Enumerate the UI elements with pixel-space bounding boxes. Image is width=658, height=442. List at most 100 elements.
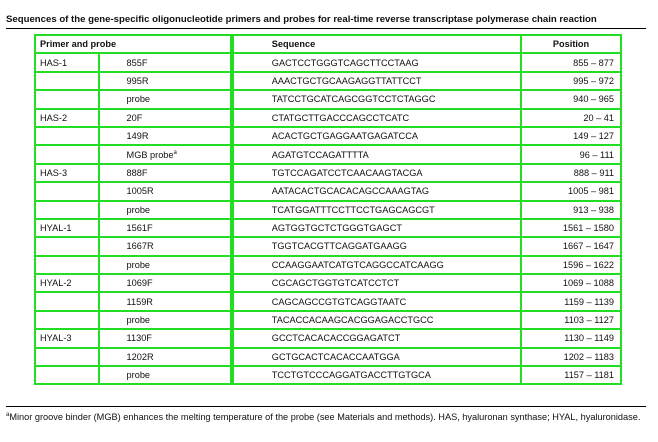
sequence-cell: CCAAGGAATCATGTCAGGCCATCAAGG [231,254,523,276]
sequence-cell: GACTCCTGGGTCAGCTTCCTAAG [231,52,523,73]
sequence-cell: TATCCTGCATCAGCGGTCCTCTAGGC [231,89,523,110]
primer-cell: 1202R [97,346,232,368]
primer-cell: 1130F [97,328,232,349]
column-gap [229,347,234,367]
column-gap [229,292,234,311]
table-row: 1667R TGGTCACGTTCAGGATGAAGG 1667 – 1647 [34,236,622,257]
gene-cell [34,365,100,386]
column-gap [229,145,234,164]
primer-cell: probe [97,309,232,331]
sequence-cell: AGTGGTGCTCTGGGTGAGCT [231,217,523,239]
header-position: Position [520,33,622,55]
table-row: 149R ACACTGCTGAGGAATGAGATCCA 149 – 127 [34,125,622,147]
position-cell: 1159 – 1139 [520,291,622,312]
gene-cell [34,70,100,92]
footnote-mark: a [6,412,10,418]
primer-cell: 855F [97,52,232,73]
sequence-cell: GCCTCACACACCGGAGATCT [231,328,523,349]
table-row: 1159R CAGCAGCCGTGTCAGGTAATC 1159 – 1139 [34,291,622,312]
gene-cell [34,291,100,312]
column-gap [229,163,234,183]
primer-label: probe [126,204,151,215]
table-row: 1202R GCTGCACTCACACCAATGGA 1202 – 1183 [34,346,622,368]
column-gap [229,255,234,275]
primer-label: probe [126,370,151,381]
column-gap [229,53,234,72]
footnote-text: Minor groove binder (MGB) enhances the m… [9,412,641,423]
gene-cell: HAS-3 [34,162,100,184]
table-row: HYAL-2 1069F CGCAGCTGGTGTCATCCTCT 1069 – 10… [34,273,622,294]
sequence-cell: TCATGGATTTCCTTCCTGAGCAGCGT [231,199,523,220]
column-gap [229,35,234,54]
position-cell: 1005 – 981 [520,181,622,202]
table-row: probe CCAAGGAATCATGTCAGGCCATCAAGG 1596 – 1… [34,254,622,276]
sequence-cell: CAGCAGCCGTGTCAGGTAATC [231,291,523,312]
gene-cell [34,125,100,147]
sequence-cell: ACACTGCTGAGGAATGAGATCCA [231,125,523,147]
position-cell: 1202 – 1183 [520,346,622,368]
primer-label: 20F [126,112,143,123]
table-row: HAS-1 855F GACTCCTGGGTCAGCTTCCTAAG 855 – 87… [34,52,622,73]
primer-cell: probe [97,89,232,110]
table-row: 995R AAACTGCTGCAAGAGGTTATTCCT 995 – 972 [34,70,622,92]
primer-label: 1561F [126,223,153,234]
sequence-cell: AAACTGCTGCAAGAGGTTATTCCT [231,70,523,92]
table-caption: Sequences of the gene-specific oligonucl… [6,14,597,25]
position-cell: 1561 – 1580 [520,217,622,239]
header-sequence: Sequence [231,33,523,55]
primer-cell: probe [97,199,232,220]
column-gap [229,90,234,109]
position-cell: 1103 – 1127 [520,309,622,331]
table-row: HYAL-1 1561F AGTGGTGCTCTGGGTGAGCT 1561 – 15… [34,217,622,239]
primer-cell: 888F [97,162,232,184]
primer-cell: probe [97,365,232,386]
gene-cell [34,144,100,165]
position-cell: 1596 – 1622 [520,254,622,276]
column-gap [229,366,234,385]
table-header-row: Primer and probe Sequence Position [34,33,622,55]
primer-cell: 1561F [97,217,232,239]
sequence-cell: CGCAGCTGGTGTCATCCTCT [231,273,523,294]
primer-label: 855F [126,57,148,68]
table-top-rule [6,28,646,29]
primer-cell: MGB probea [97,144,232,165]
sequence-cell: AGATGTCCAGATTTTA [231,144,523,165]
table-row: probe TCATGGATTTCCTTCCTGAGCAGCGT 913 – 938 [34,199,622,220]
position-cell: 1069 – 1088 [520,273,622,294]
table-row: probe TACACCACAAGCACGGAGACCTGCC 1103 – 112… [34,309,622,331]
header-primer-and-probe: Primer and probe [34,33,232,55]
column-gap [229,200,234,219]
column-gap [229,71,234,91]
primer-cell: 995R [97,70,232,92]
table-row: probe TATCCTGCATCAGCGGTCCTCTAGGC 940 – 965 [34,89,622,110]
column-gap [229,108,234,127]
position-cell: 855 – 877 [520,52,622,73]
position-cell: 940 – 965 [520,89,622,110]
sequence-cell: AATACACTGCACACAGCCAAAGTAG [231,181,523,202]
primer-label: 149R [126,131,149,142]
sequence-cell: CTATGCTTGACCCAGCCTCATC [231,107,523,128]
position-cell: 96 – 111 [520,144,622,165]
column-gap [229,126,234,146]
column-gap [229,329,234,348]
gene-cell [34,309,100,331]
primer-label: probe [126,315,151,326]
primer-cell: 1667R [97,236,232,257]
gene-cell: HYAL-1 [34,217,100,239]
gene-cell: HYAL-2 [34,273,100,294]
table-row: HAS-2 20F CTATGCTTGACCCAGCCTCATC 20 – 41 [34,107,622,128]
position-cell: 888 – 911 [520,162,622,184]
table-row: HYAL-3 1130F GCCTCACACACCGGAGATCT 1130 – 11… [34,328,622,349]
gene-cell [34,199,100,220]
table-row: MGB probea AGATGTCCAGATTTTA 96 – 111 [34,144,622,165]
table-body: HAS-1 855F GACTCCTGGGTCAGCTTCCTAAG 855 – 87… [34,52,622,386]
primer-label: MGB probe [126,149,174,160]
position-cell: 913 – 938 [520,199,622,220]
column-gap [229,182,234,201]
primer-cell: probe [97,254,232,276]
table-row: HAS-3 888F TGTCCAGATCCTCAACAAGTACGA 888 – 9… [34,162,622,184]
primer-label: probe [126,94,151,105]
table-row: 1005R AATACACTGCACACAGCCAAAGTAG 1005 – 981 [34,181,622,202]
gene-cell [34,254,100,276]
gene-cell: HAS-2 [34,107,100,128]
